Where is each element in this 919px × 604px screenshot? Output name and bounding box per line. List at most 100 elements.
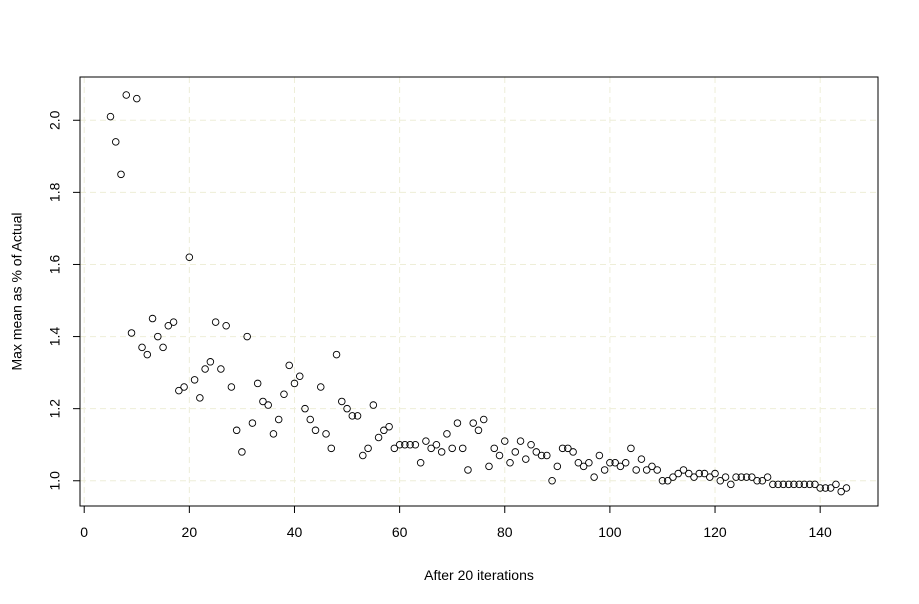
data-point (243, 332, 251, 341)
data-point (380, 426, 388, 435)
x-tick-label: 80 (497, 524, 513, 540)
data-point (790, 480, 798, 489)
data-point (769, 480, 777, 489)
data-point (695, 469, 704, 478)
data-point (763, 473, 772, 481)
data-point (306, 415, 315, 424)
data-point (816, 484, 824, 492)
x-tick-label: 140 (808, 524, 832, 540)
data-point (600, 466, 609, 474)
data-point (253, 379, 262, 388)
data-point (543, 451, 551, 460)
y-tick-label: 1.2 (47, 399, 63, 419)
data-point (274, 415, 283, 424)
data-point (479, 415, 488, 424)
data-point (259, 397, 267, 406)
data-point (422, 437, 430, 445)
data-point (700, 469, 709, 478)
x-tick-label: 120 (703, 524, 727, 540)
y-tick-label: 1.8 (47, 182, 63, 202)
data-point (564, 444, 572, 453)
data-point (632, 466, 640, 474)
data-point (732, 473, 740, 481)
data-point (348, 412, 357, 420)
data-point (338, 397, 346, 406)
data-point (290, 379, 299, 388)
data-point (663, 477, 672, 485)
data-point (595, 451, 604, 460)
data-point (232, 426, 241, 435)
data-point (359, 451, 367, 460)
data-point (805, 480, 814, 489)
x-axis: 0 20 40 60 80 100 120 140 (80, 505, 832, 540)
data-point (453, 419, 462, 427)
data-point (227, 383, 236, 391)
data-point (169, 318, 178, 326)
data-point (154, 332, 162, 341)
data-point (711, 469, 719, 478)
data-point (795, 480, 803, 489)
data-point (369, 401, 378, 409)
data-point (679, 466, 688, 474)
data-point (737, 473, 746, 481)
data-point (185, 253, 194, 262)
data-point (537, 451, 546, 460)
x-tick-label: 20 (182, 524, 198, 540)
data-point (127, 329, 136, 337)
x-tick-label: 60 (392, 524, 408, 540)
data-point (616, 462, 625, 471)
plot-frame (79, 76, 879, 507)
data-point (390, 444, 399, 453)
data-point (574, 458, 583, 467)
data-point (690, 473, 698, 481)
data-point (716, 477, 725, 485)
data-point (621, 458, 630, 467)
data-point (122, 91, 131, 99)
data-point (637, 455, 646, 463)
data-point (180, 383, 188, 391)
data-point (742, 473, 751, 481)
data-point (117, 170, 125, 179)
data-point (295, 372, 304, 380)
data-point (658, 477, 667, 485)
data-point (727, 480, 735, 489)
grid-lines (80, 77, 878, 506)
data-point (222, 321, 230, 330)
data-point (606, 458, 614, 467)
data-point (217, 365, 225, 373)
data-point (774, 480, 782, 489)
data-point (196, 394, 204, 402)
data-point (758, 477, 767, 485)
data-point (506, 458, 514, 467)
data-point (558, 444, 567, 453)
data-point (211, 318, 220, 326)
data-point (748, 473, 756, 481)
data-point (464, 466, 472, 474)
data-point (416, 458, 425, 467)
data-point (511, 448, 520, 456)
x-tick-label: 100 (598, 524, 622, 540)
data-point (648, 462, 656, 471)
data-point (280, 390, 288, 398)
data-point (495, 451, 504, 460)
data-point (385, 422, 393, 431)
data-point (837, 487, 845, 496)
data-point (522, 455, 530, 463)
data-point (685, 469, 693, 478)
data-point (285, 361, 293, 370)
data-point (437, 448, 446, 456)
data-point (206, 358, 215, 366)
data-point (627, 444, 635, 453)
data-point (611, 458, 619, 467)
data-point (842, 484, 851, 492)
data-point (301, 404, 309, 413)
data-point (248, 419, 257, 427)
data-point (190, 376, 199, 384)
y-axis: 1.0 1.2 1.4 1.6 1.8 2.0 (47, 110, 81, 490)
data-point (821, 484, 830, 492)
data-point (674, 469, 682, 478)
data-point (269, 430, 278, 438)
data-point (201, 365, 209, 373)
data-point (427, 444, 435, 453)
